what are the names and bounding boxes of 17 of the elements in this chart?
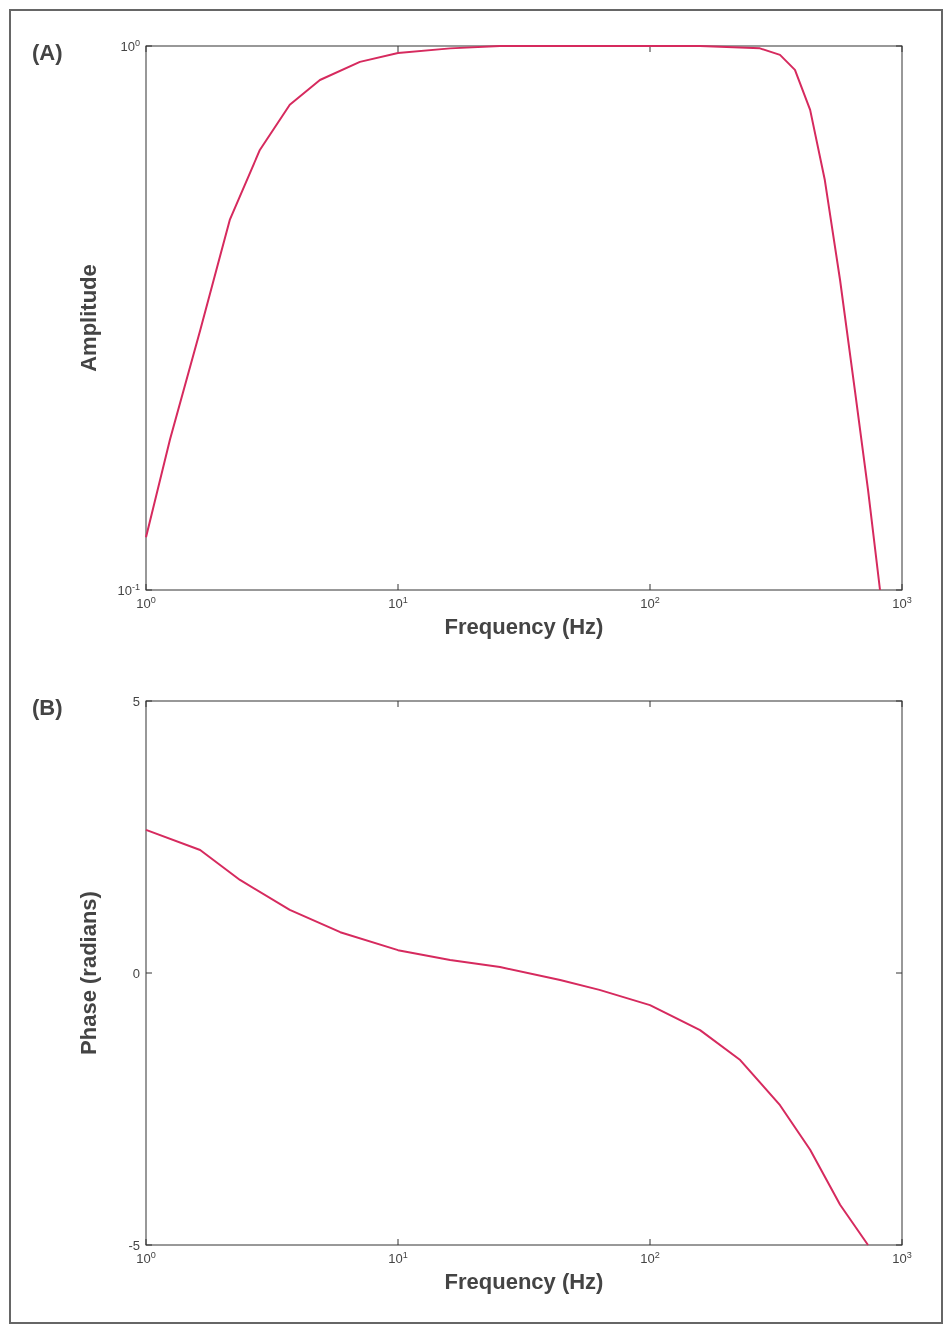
- x-tick-label: 10$^{1}$: [388, 595, 408, 611]
- x-tick-label: 10$^{3}$: [892, 1250, 912, 1266]
- x-tick-label: 10$^{2}$: [640, 1250, 660, 1266]
- y-axis-title: Phase (radians): [76, 891, 101, 1055]
- x-tick-label: 10$^{3}$: [892, 595, 912, 611]
- y-tick-label: 10$^{0}$: [120, 38, 140, 54]
- y-tick-label: 0: [132, 966, 140, 981]
- x-axis-title: Frequency (Hz): [444, 614, 604, 639]
- text: (A): [32, 40, 63, 65]
- y-tick-label: -5: [128, 1238, 140, 1253]
- x-axis-title: Frequency (Hz): [444, 1269, 604, 1294]
- x-tick-label: 10$^{2}$: [640, 595, 660, 611]
- x-tick-label: 10$^{1}$: [388, 1250, 408, 1266]
- text: (B): [32, 695, 63, 720]
- y-axis-title: Amplitude: [76, 264, 101, 372]
- y-tick-label: 5: [132, 694, 140, 709]
- y-tick-label: 10$^{-1}$: [117, 582, 140, 598]
